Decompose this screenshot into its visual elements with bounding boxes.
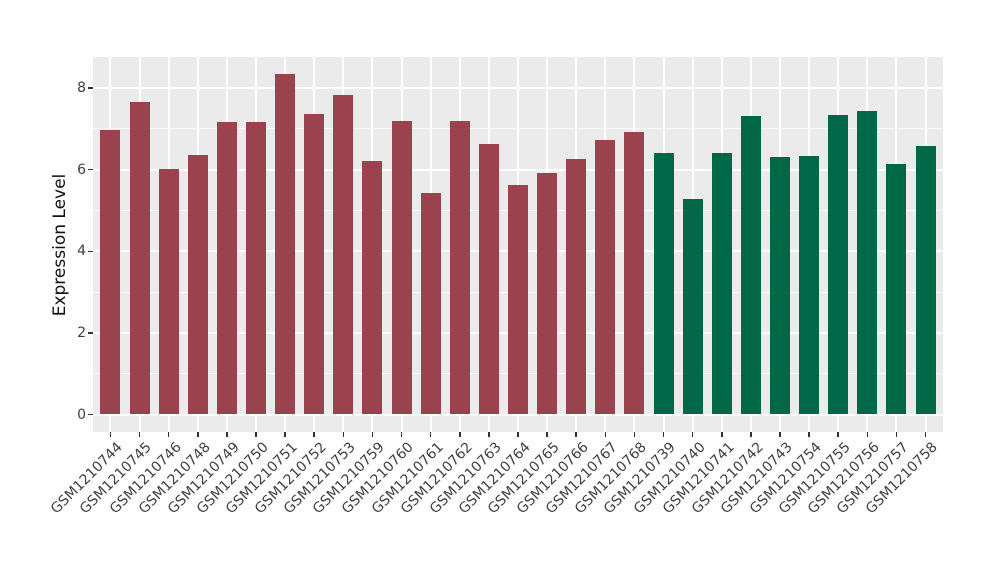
bar-GSM1210763 (478, 144, 499, 415)
x-tick-mark (342, 432, 345, 437)
y-tick-label: 0 (77, 406, 86, 423)
x-tick-mark (255, 432, 257, 437)
x-tick-mark (226, 432, 228, 437)
bar-GSM1210739 (653, 152, 674, 415)
x-tick-mark (750, 432, 752, 437)
x-tick-mark (197, 432, 199, 437)
x-tick-mark (691, 432, 694, 437)
x-tick-mark (924, 432, 927, 437)
y-tick-label: 6 (77, 161, 86, 178)
bar-GSM1210741 (711, 153, 732, 415)
y-tick-label: 8 (77, 80, 86, 97)
x-tick-mark (167, 432, 170, 437)
x-tick-mark (517, 432, 519, 437)
x-tick-mark (371, 432, 374, 437)
x-tick-mark (604, 432, 607, 437)
bar-GSM1210753 (333, 95, 354, 415)
bar-GSM1210746 (158, 168, 179, 415)
x-tick-mark (138, 432, 141, 437)
y-tick-mark (88, 413, 93, 416)
h-gridline-major (93, 413, 943, 416)
x-tick-mark (488, 432, 490, 437)
y-tick-mark (88, 168, 93, 171)
bar-GSM1210748 (187, 155, 208, 415)
x-tick-mark (779, 432, 781, 437)
plot-panel (93, 57, 943, 432)
bar-GSM1210764 (508, 184, 528, 415)
x-tick-mark (662, 432, 665, 437)
bar-GSM1210751 (275, 73, 296, 415)
x-tick-mark (109, 432, 112, 437)
x-tick-mark (866, 432, 869, 437)
bar-GSM1210762 (449, 121, 470, 415)
bar-GSM1210743 (769, 157, 790, 415)
bar-GSM1210755 (828, 114, 849, 415)
bar-GSM1210761 (420, 193, 441, 415)
x-tick-mark (459, 432, 461, 437)
x-tick-mark (808, 432, 810, 437)
y-tick-mark (88, 87, 93, 89)
bar-GSM1210749 (216, 121, 237, 415)
x-tick-mark (284, 432, 286, 437)
bar-GSM1210759 (362, 161, 383, 415)
x-tick-mark (721, 432, 723, 437)
bar-GSM1210758 (915, 146, 936, 415)
y-tick-mark (88, 332, 93, 334)
bar-GSM1210767 (595, 139, 616, 415)
h-gridline-minor (93, 128, 943, 130)
bar-GSM1210756 (857, 110, 878, 415)
bar-GSM1210768 (624, 131, 645, 415)
h-gridline-major (93, 168, 943, 171)
bar-GSM1210750 (246, 121, 266, 415)
bar-GSM1210742 (740, 115, 761, 415)
x-tick-mark (895, 432, 898, 437)
bar-GSM1210752 (304, 114, 325, 415)
x-tick-mark (575, 432, 577, 437)
x-tick-mark (633, 432, 636, 437)
bar-GSM1210745 (129, 101, 150, 415)
h-gridline-major (93, 87, 943, 90)
y-tick-label: 4 (77, 243, 86, 260)
y-tick-label: 2 (77, 324, 86, 341)
x-tick-mark (546, 432, 548, 437)
x-tick-mark (400, 432, 403, 437)
x-tick-mark (313, 432, 315, 437)
bar-GSM1210766 (566, 158, 587, 415)
x-tick-mark (429, 432, 432, 437)
y-tick-mark (88, 250, 93, 253)
bar-GSM1210740 (682, 199, 703, 415)
bar-GSM1210757 (886, 163, 907, 415)
bar-GSM1210754 (799, 156, 820, 415)
bar-GSM1210765 (537, 172, 558, 415)
bar-GSM1210760 (391, 121, 412, 415)
bar-GSM1210744 (100, 129, 121, 415)
x-tick-mark (837, 432, 839, 437)
